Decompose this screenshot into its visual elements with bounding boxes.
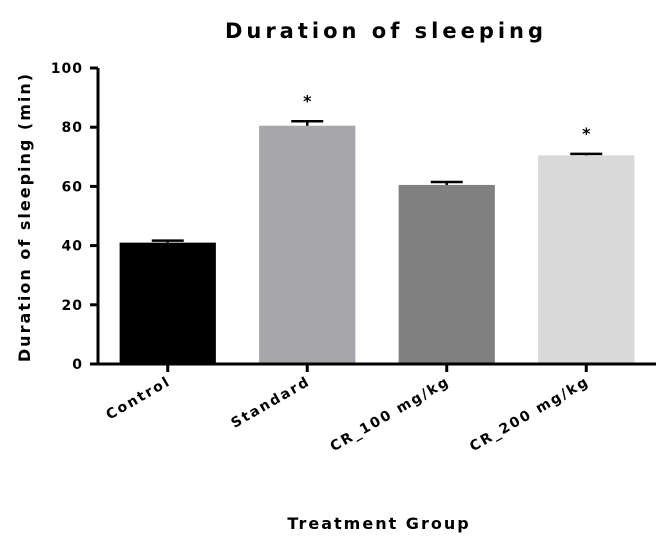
x-axis-ticks: Control Standard CR_100 mg/kg CR_200 mg/kg	[104, 364, 592, 455]
y-axis-ticks: 0 20 40 60 80 100	[51, 61, 98, 373]
y-tick-label: 60	[62, 179, 83, 195]
y-tick-label: 0	[72, 357, 83, 373]
significance-marks-group: **	[303, 91, 591, 143]
x-tick-label: CR_200 mg/kg	[467, 374, 592, 455]
x-tick-label: CR_100 mg/kg	[328, 374, 453, 455]
bar	[259, 125, 356, 364]
bar	[538, 155, 635, 364]
bar	[398, 184, 495, 364]
bar	[119, 242, 216, 364]
bars-group	[119, 125, 635, 364]
x-tick-label: Standard	[229, 374, 314, 432]
y-tick-label: 20	[62, 298, 83, 314]
y-tick-label: 80	[62, 120, 83, 136]
y-axis-title: Duration of sleeping (min)	[15, 72, 34, 362]
chart-title: Duration of sleeping	[225, 19, 547, 43]
y-tick-label: 40	[62, 239, 83, 255]
significance-mark: *	[582, 124, 591, 143]
significance-mark: *	[303, 91, 312, 110]
x-tick-label: Control	[104, 374, 174, 424]
x-axis-title: Treatment Group	[287, 514, 470, 533]
error-bars-group	[151, 120, 603, 243]
y-tick-label: 100	[51, 61, 83, 77]
